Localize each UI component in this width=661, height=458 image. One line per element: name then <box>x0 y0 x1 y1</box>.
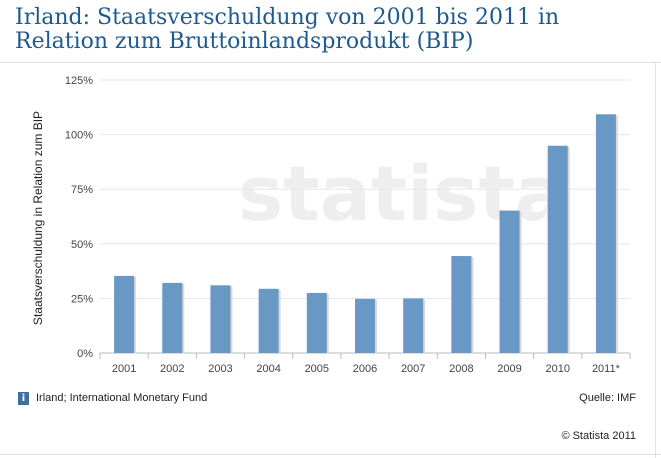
x-tick-label: 2009 <box>497 363 521 375</box>
bar-2008[interactable] <box>451 256 472 353</box>
bar-chart: statista 2001 2002 2003 2004 2005 2006 2007 200… <box>31 75 631 375</box>
copyright: © Statista 2011 <box>561 430 636 442</box>
x-tick-label: 2008 <box>449 363 473 375</box>
info-icon[interactable]: i <box>18 392 29 405</box>
x-tick-label: 2010 <box>545 363 569 375</box>
bar-2004[interactable] <box>258 288 279 353</box>
bar-2002[interactable] <box>162 282 183 353</box>
x-tick-label: 2011* <box>592 363 621 375</box>
right-border <box>655 62 656 458</box>
y-tick-label: 100% <box>65 130 93 142</box>
x-tick-label: 2004 <box>256 363 280 375</box>
bar-2007[interactable] <box>403 298 424 353</box>
x-tick-label: 2006 <box>353 363 377 375</box>
bar-2003[interactable] <box>210 285 231 353</box>
x-tick-label: 2007 <box>401 363 425 375</box>
y-tick-label: 125% <box>65 75 93 87</box>
bar-2001[interactable] <box>114 275 135 353</box>
bar-2009[interactable] <box>499 210 520 353</box>
x-tick-label: 2001 <box>112 363 136 375</box>
x-tick-label: 2002 <box>160 363 184 375</box>
x-tick-label: 2005 <box>305 363 329 375</box>
y-axis-label: Staatsverschuldung in Relation zum BIP <box>31 111 45 325</box>
x-tick-label: 2003 <box>208 363 232 375</box>
bottom-border <box>0 454 661 455</box>
title-divider <box>0 62 661 63</box>
bar-2010[interactable] <box>547 145 568 353</box>
source-label: Quelle: IMF <box>579 392 636 404</box>
y-tick-label: 75% <box>71 184 93 196</box>
bar-2011[interactable] <box>595 114 616 353</box>
page-title: Irland: Staatsverschuldung von 2001 bis … <box>15 5 560 54</box>
y-tick-label: 0% <box>77 348 93 360</box>
bar-2005[interactable] <box>306 292 327 353</box>
source-info: Irland; International Monetary Fund <box>36 392 208 404</box>
y-tick-label: 25% <box>71 293 93 305</box>
y-tick-label: 50% <box>71 239 93 251</box>
bar-2006[interactable] <box>355 298 375 353</box>
